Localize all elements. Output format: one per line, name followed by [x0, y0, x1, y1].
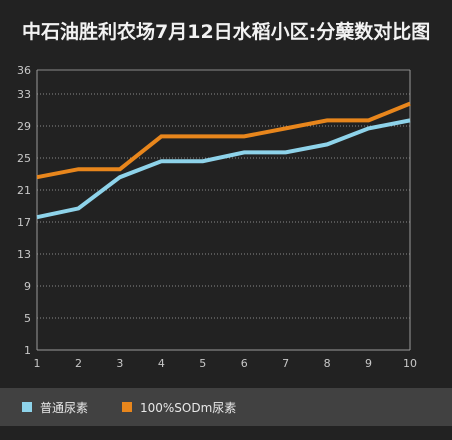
y-tick-label: 29: [17, 120, 31, 133]
legend-swatch-series-1: [22, 402, 32, 412]
x-tick-label: 8: [324, 357, 331, 370]
x-tick-label: 1: [34, 357, 41, 370]
y-tick-label: 33: [17, 88, 31, 101]
line-chart: 1 5 9 13 17 21 25 29 33 36 1 2 3 4 5 6 7 8 9 10: [17, 64, 417, 370]
y-tick-label: 9: [24, 280, 31, 293]
y-tick-label: 5: [24, 312, 31, 325]
y-tick-label: 36: [17, 64, 31, 77]
y-tick-label: 17: [17, 216, 31, 229]
legend-item-series-2[interactable]: 100%SODm尿素: [122, 388, 236, 426]
x-tick-label: 3: [116, 357, 123, 370]
chart-title: 中石油胜利农场7月12日水稻小区:分蘖数对比图: [22, 21, 431, 43]
y-tick-label: 13: [17, 248, 31, 261]
x-tick-label: 9: [365, 357, 372, 370]
legend-label-series-2: 100%SODm尿素: [140, 400, 237, 415]
x-tick-label: 6: [241, 357, 248, 370]
series-line-1: [36, 118, 411, 220]
y-tick-label: 1: [24, 344, 31, 357]
legend-item-series-1[interactable]: 普通尿素: [22, 388, 88, 426]
legend-label-series-1: 普通尿素: [40, 400, 89, 415]
x-tick-label: 5: [199, 357, 206, 370]
x-tick-label: 10: [403, 357, 417, 370]
series-line-2: [36, 101, 411, 180]
x-tick-label: 7: [282, 357, 289, 370]
legend: 普通尿素 100%SODm尿素: [0, 388, 452, 426]
legend-swatch-series-2: [122, 402, 132, 412]
y-tick-label: 25: [17, 152, 31, 165]
x-tick-label: 2: [75, 357, 82, 370]
x-tick-label: 4: [158, 357, 165, 370]
y-tick-label: 21: [17, 184, 31, 197]
